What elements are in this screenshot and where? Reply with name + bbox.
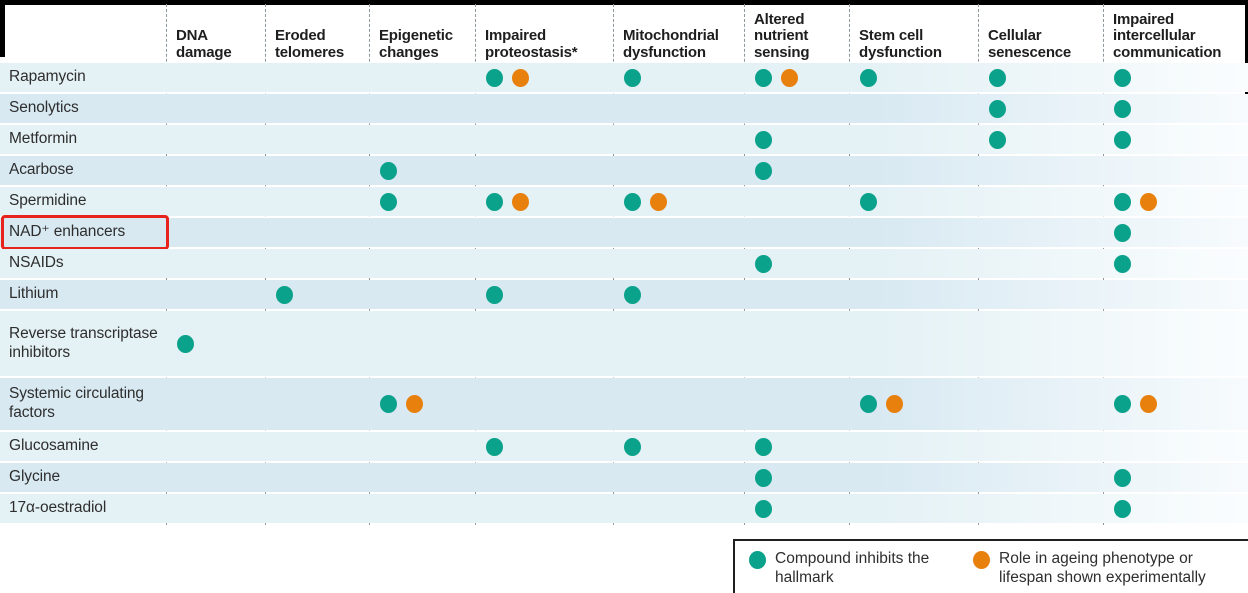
column-header-9: Impaired intercellular communication	[1113, 10, 1222, 62]
inhibits-dot	[624, 285, 641, 304]
inhibits-dot	[989, 99, 1006, 118]
table-row: NSAIDs	[0, 249, 1248, 278]
column-header-5: Mitochondrial dysfunction	[623, 27, 719, 62]
table-row: Glycine	[0, 463, 1248, 492]
table-row: Systemic circulating factors	[0, 378, 1248, 430]
row-label: 17α-oestradiol	[9, 499, 107, 517]
row-label: Glucosamine	[9, 437, 99, 455]
table-row: Rapamycin	[0, 63, 1248, 92]
column-header-1: DNA damage	[176, 27, 232, 62]
row-label: Lithium	[9, 285, 59, 303]
column-header-3: Epigenetic changes	[379, 27, 453, 62]
inhibits-dot	[624, 437, 641, 456]
table-row: Reverse transcriptase inhibitors	[0, 311, 1248, 376]
inhibits-dot	[989, 68, 1006, 87]
matrix-rows: Rapamycin Senolytics Metformin Acarbose Sper…	[0, 63, 1248, 525]
inhibits-dot	[1114, 130, 1131, 149]
table-row: Spermidine	[0, 187, 1248, 216]
teal-dot-icon	[749, 551, 766, 569]
table-row: Metformin	[0, 125, 1248, 154]
inhibits-dot	[624, 192, 641, 211]
experimental-dot	[1140, 192, 1157, 211]
legend-label: Compound inhibits the hallmark	[775, 550, 930, 586]
inhibits-dot	[860, 68, 877, 87]
inhibits-dot	[1114, 254, 1131, 273]
row-label: Glycine	[9, 468, 60, 486]
experimental-dot	[512, 192, 529, 211]
inhibits-dot	[755, 68, 772, 87]
row-label: Spermidine	[9, 192, 87, 210]
inhibits-dot	[486, 68, 503, 87]
inhibits-dot	[177, 334, 194, 353]
legend-item-inhibits: Compound inhibits the hallmark	[749, 550, 935, 593]
column-header-8: Cellular senescence	[988, 27, 1072, 62]
row-label: Rapamycin	[9, 68, 86, 86]
inhibits-dot	[486, 192, 503, 211]
row-label: Reverse transcriptase inhibitors	[9, 324, 158, 361]
row-label: NSAIDs	[9, 254, 64, 272]
column-header-4: Impaired proteostasis*	[485, 27, 578, 62]
legend-label: Role in ageing phenotype or lifespan sho…	[999, 550, 1206, 586]
legend: Compound inhibits the hallmark Role in a…	[733, 539, 1248, 593]
screenshot-right-border	[1245, 0, 1248, 112]
inhibits-dot	[755, 254, 772, 273]
table-row: Lithium	[0, 280, 1248, 309]
row-label: Acarbose	[9, 161, 74, 179]
inhibits-dot	[624, 68, 641, 87]
inhibits-dot	[486, 285, 503, 304]
experimental-dot	[406, 395, 423, 413]
inhibits-dot	[1114, 68, 1131, 87]
experimental-dot	[1140, 395, 1157, 413]
inhibits-dot	[486, 437, 503, 456]
inhibits-dot	[1114, 192, 1131, 211]
screenshot-left-border	[0, 0, 5, 57]
table-row: Glucosamine	[0, 432, 1248, 461]
row-label: Metformin	[9, 130, 78, 148]
inhibits-dot	[380, 192, 397, 211]
inhibits-dot	[1114, 395, 1131, 413]
inhibits-dot	[380, 395, 397, 413]
inhibits-dot	[860, 395, 877, 413]
screenshot-top-border	[0, 0, 1248, 5]
inhibits-dot	[755, 437, 772, 456]
inhibits-dot	[755, 161, 772, 180]
inhibits-dot	[989, 130, 1006, 149]
row-label: Systemic circulating factors	[9, 385, 144, 421]
inhibits-dot	[380, 161, 397, 180]
table-row: NAD⁺ enhancers	[0, 215, 1248, 250]
table-row: Acarbose	[0, 156, 1248, 185]
inhibits-dot	[1114, 99, 1131, 118]
inhibits-dot	[755, 130, 772, 149]
legend-item-experimental: Role in ageing phenotype or lifespan sho…	[973, 550, 1245, 593]
inhibits-dot	[860, 192, 877, 211]
row-label: NAD⁺ enhancers	[9, 223, 126, 241]
inhibits-dot	[1114, 468, 1131, 487]
experimental-dot	[512, 68, 529, 87]
experimental-dot	[781, 68, 798, 87]
inhibits-dot	[1114, 223, 1131, 242]
experimental-dot	[650, 192, 667, 211]
column-header-2: Eroded telomeres	[275, 27, 345, 62]
inhibits-dot	[276, 285, 293, 304]
column-header-6: Altered nutrient sensing	[754, 10, 810, 62]
experimental-dot	[886, 395, 903, 413]
row-label: Senolytics	[9, 99, 79, 117]
inhibits-dot	[1114, 499, 1131, 518]
table-row: 17α-oestradiol	[0, 494, 1248, 523]
orange-dot-icon	[973, 551, 990, 569]
table-row: Senolytics	[0, 94, 1248, 123]
column-header-7: Stem cell dysfunction	[859, 27, 942, 62]
inhibits-dot	[755, 499, 772, 518]
inhibits-dot	[755, 468, 772, 487]
